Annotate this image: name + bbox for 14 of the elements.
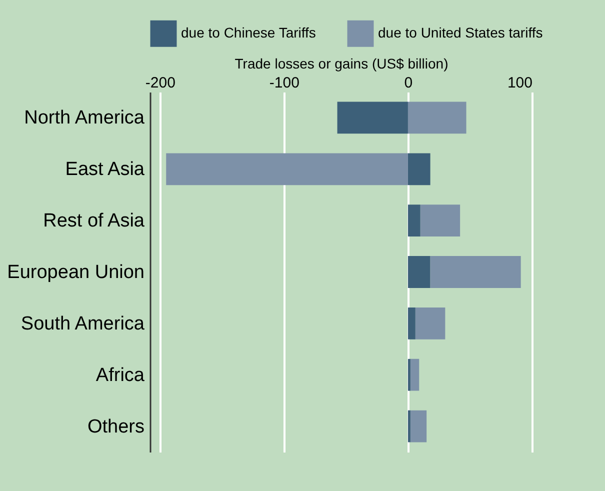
- y-tick-label: European Union: [7, 262, 144, 283]
- y-tick-label: Rest of Asia: [43, 210, 145, 232]
- x-tick-label: 0: [404, 74, 413, 92]
- y-tick-label: East Asia: [65, 159, 145, 180]
- y-tick-label: South America: [20, 313, 145, 334]
- x-tick-label: -200: [145, 74, 176, 92]
- x-tick-label: 100: [507, 74, 532, 92]
- y-tick-label: Africa: [96, 364, 145, 386]
- x-tick-label: -100: [269, 74, 300, 92]
- legend-label: due to Chinese Tariffs: [181, 24, 316, 41]
- y-tick-label: North America: [24, 108, 145, 129]
- x-axis-title: Trade losses or gains (US$ billion): [234, 56, 448, 72]
- legend-label: due to United States tariffs: [378, 24, 543, 41]
- y-tick-label: Others: [87, 416, 144, 438]
